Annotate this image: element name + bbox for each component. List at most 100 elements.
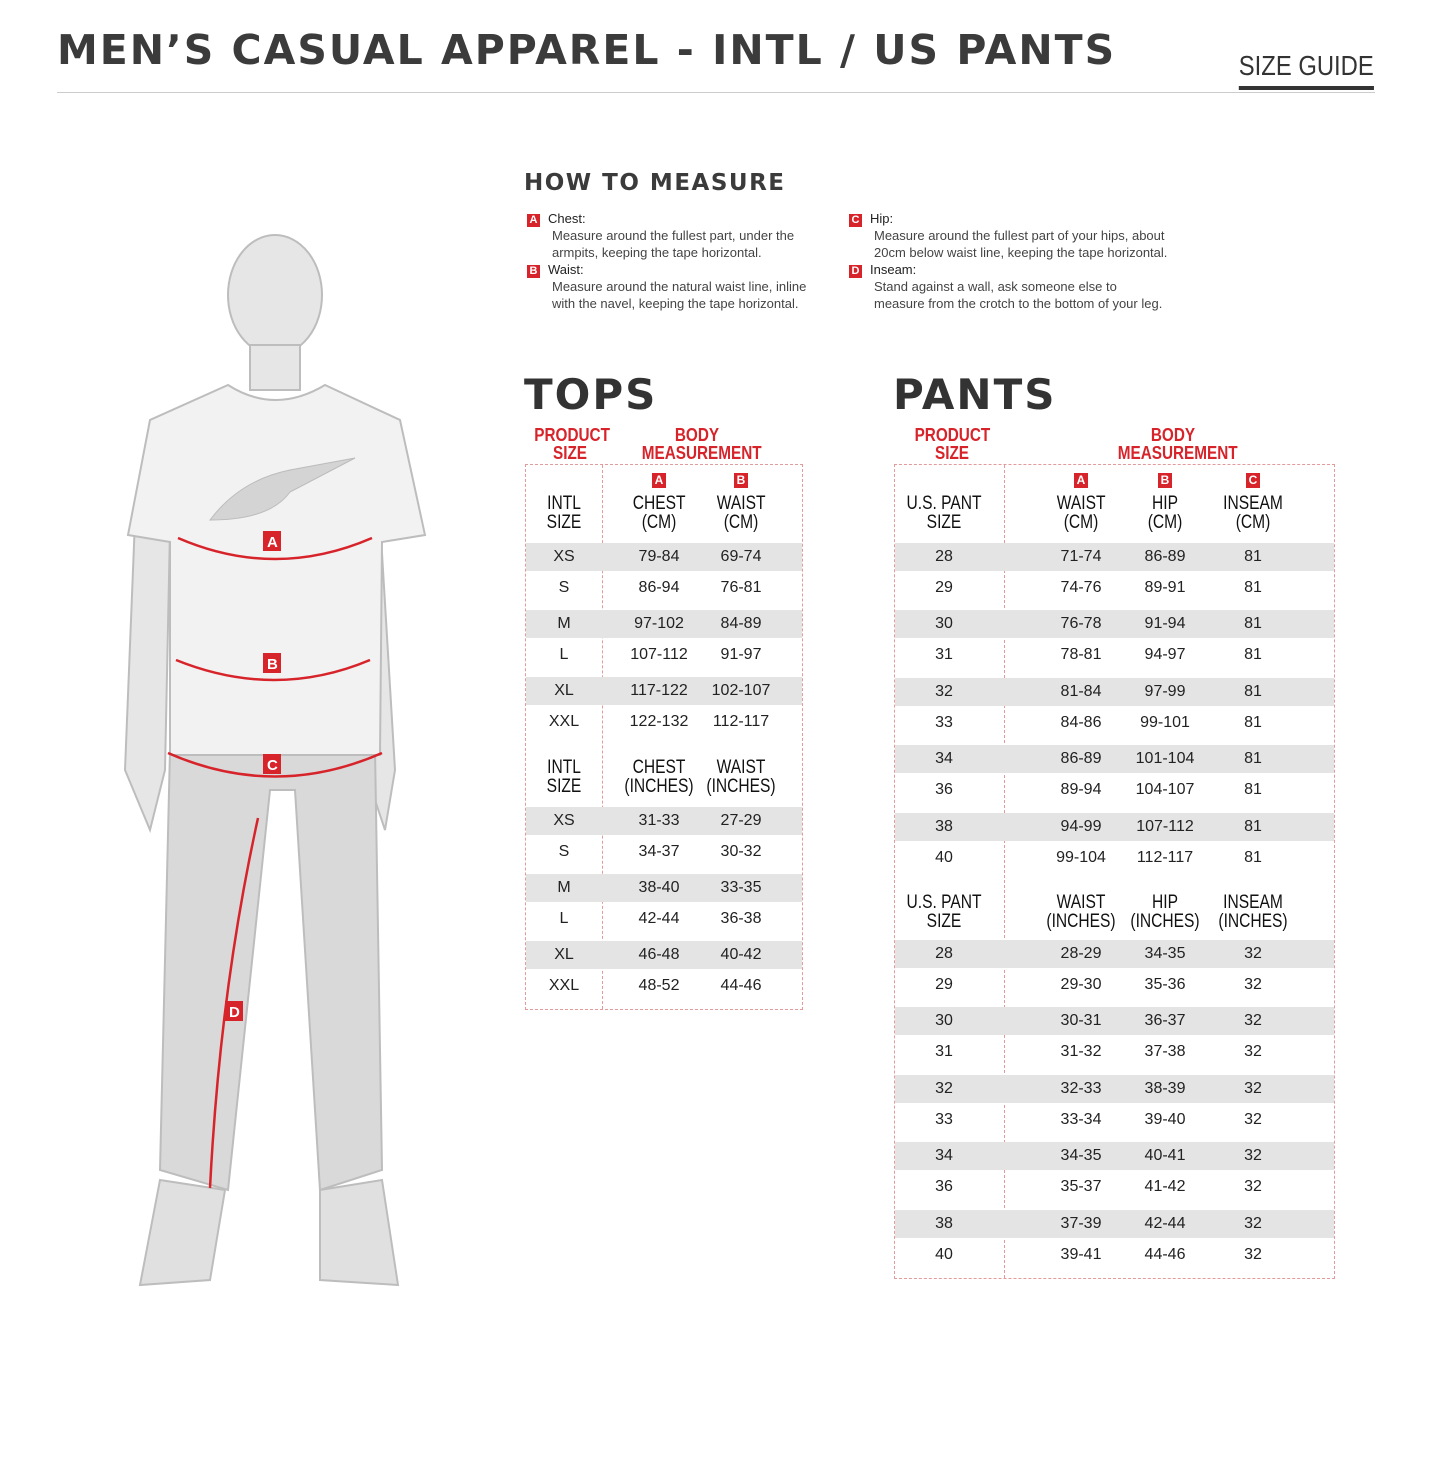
column-header: HIP (CM)	[1147, 493, 1183, 533]
table-cell: 42-44	[638, 909, 680, 927]
table-row: 38 94-99 107-112 81	[895, 812, 1334, 841]
model-figure: A B C D	[123, 234, 427, 1287]
table-cell: 81	[1244, 615, 1262, 633]
table-cell: XS	[553, 548, 575, 565]
column-header: U.S. PANT SIZE	[906, 493, 982, 533]
table-cell: 122-132	[629, 713, 689, 731]
left-arm	[123, 518, 172, 834]
table-cell: 44-46	[720, 977, 762, 994]
pants	[158, 749, 384, 1192]
table-cell: 34-35	[1144, 945, 1186, 962]
how-to-measure-heading: HOW TO MEASURE	[524, 170, 786, 196]
table-cell: 81	[1244, 817, 1262, 835]
table-cell: 79-84	[638, 548, 680, 565]
table-row: M 97-102 84-89	[526, 610, 802, 639]
inseam-arrow	[208, 817, 260, 1189]
table-cell: 40-41	[1144, 1147, 1186, 1165]
table-row: XL 117-122 102-107	[526, 677, 802, 706]
table-cell: 42-44	[1144, 1214, 1186, 1232]
chest-arrow	[177, 536, 373, 561]
title-divider	[57, 92, 1375, 93]
table-cell: 29	[935, 976, 953, 993]
table-cell: 89-94	[1060, 781, 1102, 799]
table-row: XL 46-48 40-42	[526, 941, 802, 969]
table-cell: 81-84	[1060, 682, 1102, 700]
table-cell: XXL	[548, 713, 580, 731]
table-cell: 30	[935, 1012, 953, 1030]
table-cell: 86-94	[638, 579, 680, 596]
table-cell: 112-117	[1136, 848, 1194, 866]
column-letter-badge: B	[1158, 473, 1172, 488]
column-header: INSEAM (CM)	[1223, 493, 1283, 533]
table-row: 29 74-76 89-91 81	[895, 571, 1334, 610]
label-a: A	[267, 534, 278, 551]
column-letter-badge: B	[734, 473, 748, 488]
table-cell: 101-104	[1135, 750, 1195, 768]
table-row: 32 81-84 97-99 81	[895, 677, 1334, 706]
table-cell: 32	[1244, 1079, 1262, 1097]
table-cell: 31	[935, 1043, 953, 1061]
label-c: C	[267, 757, 278, 774]
table-cell: 46-48	[638, 946, 680, 963]
neck	[249, 344, 301, 391]
column-header: CHEST (INCHES)	[624, 756, 694, 797]
table-cell: 33-34	[1060, 1110, 1102, 1128]
table-cell: 48-52	[638, 977, 680, 994]
table-cell: 74-76	[1060, 579, 1102, 596]
table-cell: 28	[935, 945, 953, 962]
table-row: 30 76-78 91-94 81	[895, 610, 1334, 639]
hip-arrow	[167, 751, 383, 778]
table-cell: XL	[554, 946, 574, 963]
table-row: S 34-37 30-32	[526, 835, 802, 874]
table-cell: 94-97	[1144, 646, 1186, 664]
table-cell: 30	[935, 615, 953, 633]
column-header: WAIST (INCHES)	[706, 756, 776, 797]
left-shoe	[138, 1178, 227, 1287]
table-cell: 29	[935, 579, 953, 596]
table-cell: 81	[1244, 713, 1262, 731]
column-header: WAIST (INCHES)	[1046, 892, 1116, 932]
measure-hip: C Hip: Measure around the fullest part of…	[849, 210, 1169, 261]
head	[227, 234, 323, 356]
table-cell: 94-99	[1060, 817, 1102, 835]
table-cell: L	[559, 646, 569, 664]
column-header: WAIST (CM)	[716, 493, 766, 533]
table-cell: M	[557, 615, 571, 633]
table-cell: 32	[1244, 1147, 1262, 1165]
table-cell: 97-99	[1144, 682, 1186, 700]
table-cell: 91-97	[720, 646, 762, 664]
pants-heading: PANTS	[893, 370, 1057, 419]
table-cell: 97-102	[634, 615, 684, 633]
table-row: XS 31-33 27-29	[526, 806, 802, 835]
table-cell: XS	[553, 811, 575, 829]
table-cell: 76-78	[1060, 615, 1102, 633]
column-header: INTL SIZE	[546, 493, 582, 533]
table-row: 40 99-104 112-117 81	[895, 841, 1334, 880]
table-cell: 86-89	[1060, 750, 1102, 768]
measure-chest: A Chest: Measure around the fullest part,…	[527, 210, 817, 261]
table-cell: 29-30	[1060, 976, 1102, 993]
table-cell: XXL	[548, 977, 580, 994]
table-row: 31 78-81 94-97 81	[895, 638, 1334, 677]
table-cell: 36	[935, 781, 953, 799]
table-cell: 89-91	[1144, 579, 1186, 596]
table-cell: 32	[1244, 1012, 1262, 1030]
table-cell: 102-107	[711, 682, 771, 700]
size-guide-label: SIZE GUIDE	[1239, 50, 1374, 90]
table-row: 34 86-89 101-104 81	[895, 745, 1334, 774]
table-row: 33 33-34 39-40 32	[895, 1103, 1334, 1142]
table-row: XXL 48-52 44-46	[526, 969, 802, 1008]
table-cell: 34-35	[1060, 1147, 1102, 1165]
table-row: L 42-44 36-38	[526, 902, 802, 941]
table-cell: 81	[1244, 781, 1262, 799]
table-cell: 32	[1244, 1245, 1262, 1263]
table-cell: 81	[1244, 682, 1262, 700]
table-cell: 40	[935, 848, 953, 866]
table-row: XS 79-84 69-74	[526, 543, 802, 571]
table-cell: 99-101	[1140, 713, 1190, 731]
table-row: 34 34-35 40-41 32	[895, 1142, 1334, 1171]
tops-product-size-heading: PRODUCT SIZE	[534, 425, 610, 463]
table-row: 29 29-30 35-36 32	[895, 968, 1334, 1007]
table-cell: 99-104	[1056, 848, 1106, 866]
table-row: 33 84-86 99-101 81	[895, 706, 1334, 745]
